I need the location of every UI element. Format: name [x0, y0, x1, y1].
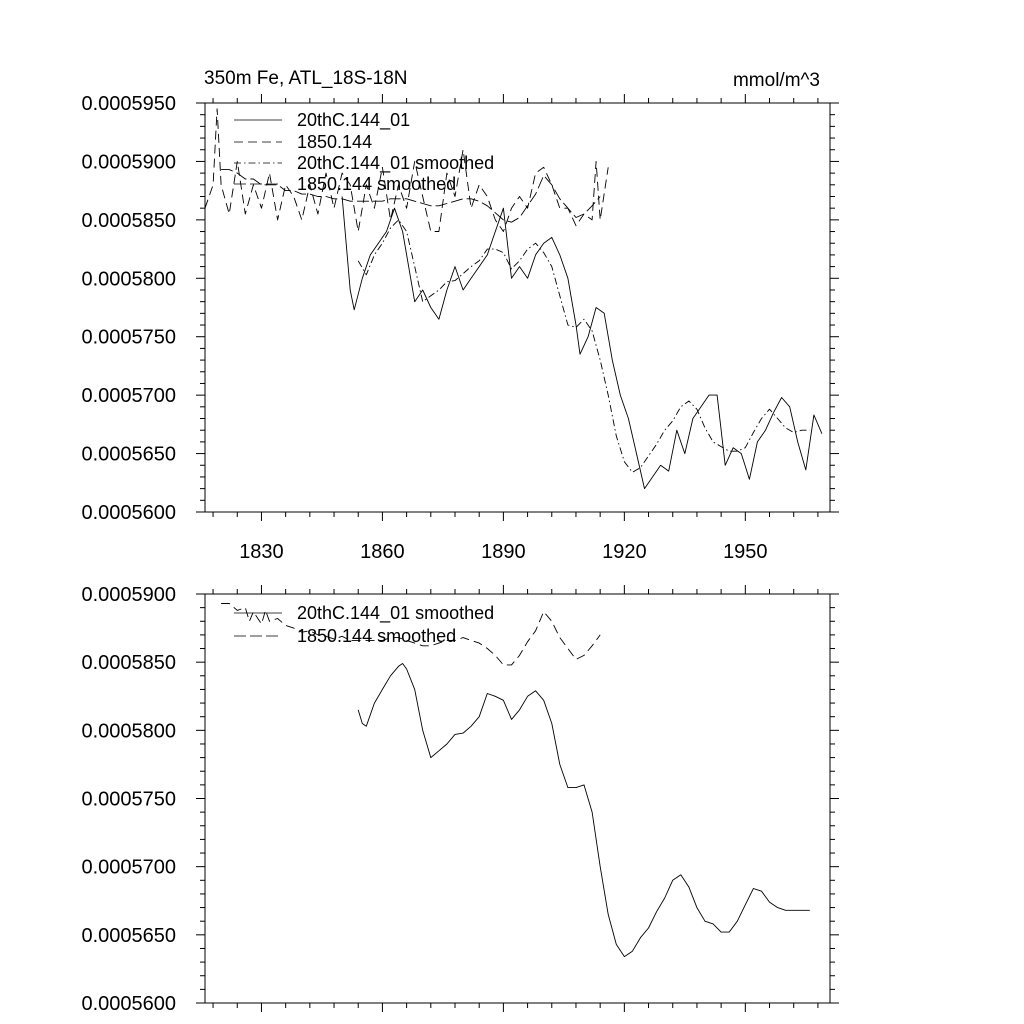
legend-label-1850-smoothed-bottom: 1850.144 smoothed	[297, 626, 456, 646]
legend-label-1850-smoothed: 1850.144 smoothed	[297, 174, 456, 194]
top-plot-area: 0.0005600 0.0005650 0.0005700 0.0005750 0.00…	[81, 93, 839, 563]
y-tick-label: 0.0005750	[81, 327, 176, 349]
y-tick-label: 0.0005650	[81, 444, 176, 466]
top-legend: 20thC.144_01 1850.144 20thC.144_01 smoot…	[234, 110, 494, 194]
y-tick-label: 0.0005850	[81, 210, 176, 232]
y-tick-label: 0.0005900	[81, 584, 176, 606]
y-tick-label: 0.0005750	[81, 789, 176, 811]
y-tick-label: 0.0005650	[81, 925, 176, 947]
y-tick-label: 0.0005900	[81, 151, 176, 173]
x-tick-label: 1860	[360, 541, 405, 563]
y-tick-label: 0.0005700	[81, 385, 176, 407]
legend-label-1850: 1850.144	[297, 132, 372, 152]
y-tick-label: 0.0005800	[81, 720, 176, 742]
series-line-1850-144-smoothed	[221, 603, 601, 666]
y-tick-label: 0.0005700	[81, 857, 176, 879]
plot-frame	[204, 593, 831, 1004]
x-tick-label: 1950	[723, 541, 768, 563]
x-tick-label: 1830	[239, 541, 284, 563]
x-tick-label: 1890	[481, 541, 526, 563]
bottom-legend: 20thC.144_01 smoothed 1850.144 smoothed	[234, 603, 494, 646]
y-tick-label: 0.0005600	[81, 502, 176, 524]
plot-frame	[204, 102, 831, 513]
legend-label-20thc-smoothed-bottom: 20thC.144_01 smoothed	[297, 603, 494, 624]
y-tick-label: 0.0005800	[81, 268, 176, 290]
x-tick-label: 1920	[602, 541, 647, 563]
legend-label-20thc-smoothed: 20thC.144_01 smoothed	[297, 153, 494, 174]
series-line-1850-144-smoothed	[221, 169, 601, 223]
y-tick-label: 0.0005950	[81, 93, 176, 115]
bottom-panel: 0.0005600 0.0005650 0.0005700 0.0005750 0.00…	[81, 584, 839, 1015]
top-panel: 350m Fe, ATL_18S-18N mmol/m^3 0.00056000…	[81, 68, 839, 563]
y-tick-label: 0.0005600	[81, 993, 176, 1015]
y-tick-label: 0.0005850	[81, 652, 176, 674]
bottom-plot-area: 0.0005600 0.0005650 0.0005700 0.0005750 0.00…	[81, 584, 839, 1015]
legend-label-20thc: 20thC.144_01	[297, 110, 410, 131]
units-label: mmol/m^3	[733, 70, 820, 91]
chart-title: 350m Fe, ATL_18S-18N	[204, 68, 407, 89]
series-line-20thc-144-01-smoothed	[357, 663, 810, 958]
series-line-20thc-144-01	[341, 196, 823, 490]
series-line-20thc-144-01-smoothed	[357, 219, 810, 473]
